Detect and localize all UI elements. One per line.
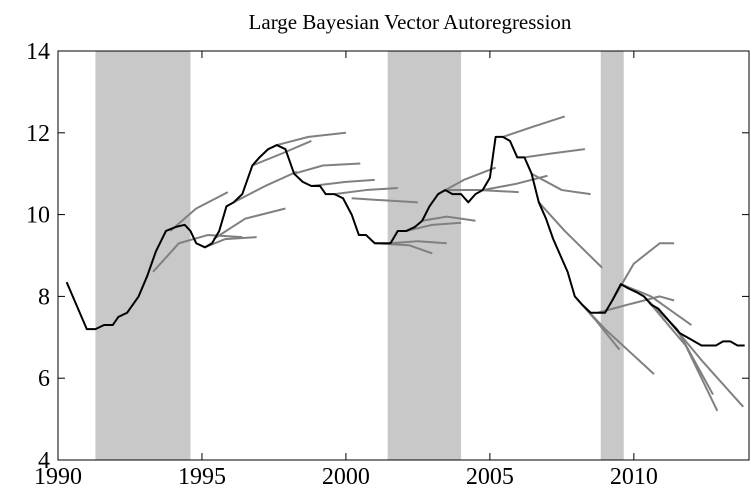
series-line (212, 207, 286, 240)
series-line (524, 148, 586, 159)
series-line (293, 162, 361, 175)
series-line (611, 242, 675, 301)
series-line (445, 189, 519, 194)
x-tick-label: 1995 (178, 464, 226, 490)
recession-band (387, 51, 462, 460)
recession-band (95, 51, 191, 460)
chart-title: Large Bayesian Vector Autoregression (249, 10, 572, 34)
series-line (482, 174, 548, 192)
series-line (351, 197, 418, 204)
x-tick-label: 2000 (322, 464, 370, 490)
plot-frame (57, 50, 750, 461)
series-line (597, 295, 675, 314)
series-line (650, 303, 719, 412)
recession-band (600, 51, 624, 460)
series-line (538, 201, 603, 269)
series-line (311, 178, 375, 187)
y-tick-label: 4 (38, 448, 50, 474)
y-tick-label: 10 (26, 203, 50, 229)
series-line (502, 115, 566, 138)
series-line (334, 187, 398, 196)
series-line (406, 221, 462, 232)
series-line (422, 215, 476, 222)
y-tick-label: 12 (26, 121, 50, 147)
x-tick-label: 1990 (34, 464, 82, 490)
series-line (620, 283, 692, 326)
series-line (169, 191, 229, 232)
series-line (251, 140, 312, 167)
series-line (65, 135, 745, 347)
y-tick-label: 8 (38, 284, 50, 310)
y-tick-label: 6 (38, 366, 50, 392)
series-line (390, 240, 447, 245)
series-line (531, 172, 591, 196)
series-line (233, 170, 298, 204)
series-line (276, 131, 347, 147)
x-tick-label: 2010 (610, 464, 658, 490)
x-tick-label: 2005 (466, 464, 514, 490)
y-tick-label: 14 (26, 39, 50, 65)
